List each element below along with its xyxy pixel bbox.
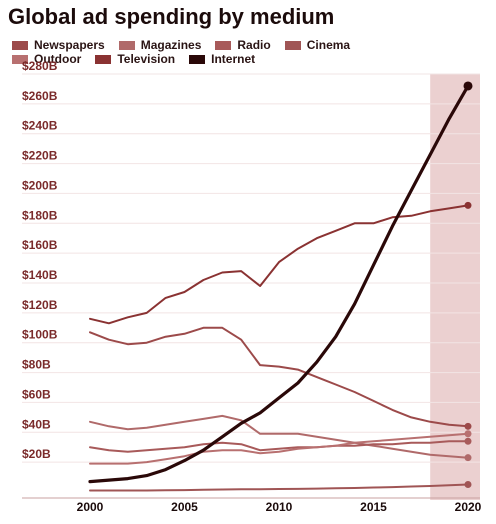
series-end-point-radio [464,437,472,445]
series-line-cinema [89,483,469,492]
legend-item-internet: Internet [189,52,255,66]
y-tick-label: $160B [22,238,58,252]
legend-swatch [215,40,232,50]
x-tick-label: 2005 [171,500,198,514]
legend-swatch [12,40,28,50]
legend-swatch [284,40,301,50]
legend-swatch [95,54,112,64]
series-line-television [89,204,469,325]
legend: Newspapers Magazines Radio Cinema Outdoo… [12,38,492,66]
legend-label: Television [117,52,176,66]
y-tick-label: $180B [22,208,58,222]
y-tick-label: $240B [22,119,58,133]
x-tick-label: 2020 [455,500,482,514]
series-end-point-magazines [464,454,472,462]
y-tick-label: $80B [22,358,51,372]
series-end-point-television [464,201,472,209]
legend-item-television: Television [95,52,175,66]
legend-swatch [118,40,135,50]
y-tick-label: $140B [22,268,58,282]
y-tick-label: $220B [22,149,58,163]
x-tick-label: 2010 [266,500,293,514]
series-line-outdoor [89,432,469,465]
series-end-point-cinema [464,481,472,489]
legend-item-radio: Radio [215,38,271,52]
legend-label: Internet [211,52,256,66]
legend-label: Radio [237,38,271,52]
legend-item-magazines: Magazines [118,38,202,52]
legend-label: Outdoor [34,52,82,66]
y-tick-label: $60B [22,387,51,401]
x-tick-label: 2000 [77,500,104,514]
series-line-magazines [89,414,469,459]
legend-swatch [189,54,206,64]
legend-row: Newspapers Magazines Radio Cinema [12,38,492,52]
series-line-newspapers [89,326,469,428]
legend-swatch [12,54,28,64]
y-tick-label: $200B [22,178,58,192]
y-tick-label: $20B [22,447,51,461]
legend-label: Newspapers [34,38,105,52]
highlight-band [430,74,480,500]
legend-item-cinema: Cinema [284,38,351,52]
series-line-internet [88,84,470,484]
legend-row: Outdoor Television Internet [12,52,492,66]
series-end-point-outdoor [464,430,472,438]
y-tick-label: $260B [22,89,58,103]
legend-item-outdoor: Outdoor [12,52,81,66]
y-tick-label: $120B [22,298,58,312]
legend-label: Magazines [140,38,202,52]
y-tick-label: $40B [22,417,51,431]
chart-title: Global ad spending by medium [8,4,335,29]
x-tick-label: 2015 [360,500,387,514]
series-end-point-internet [463,81,473,91]
legend-label: Cinema [306,38,351,52]
legend-item-newspapers: Newspapers [12,38,105,52]
y-tick-label: $100B [22,328,58,342]
y-tick-label: $280B [22,59,58,73]
series-end-point-newspapers [464,422,472,430]
series-line-radio [89,440,469,453]
